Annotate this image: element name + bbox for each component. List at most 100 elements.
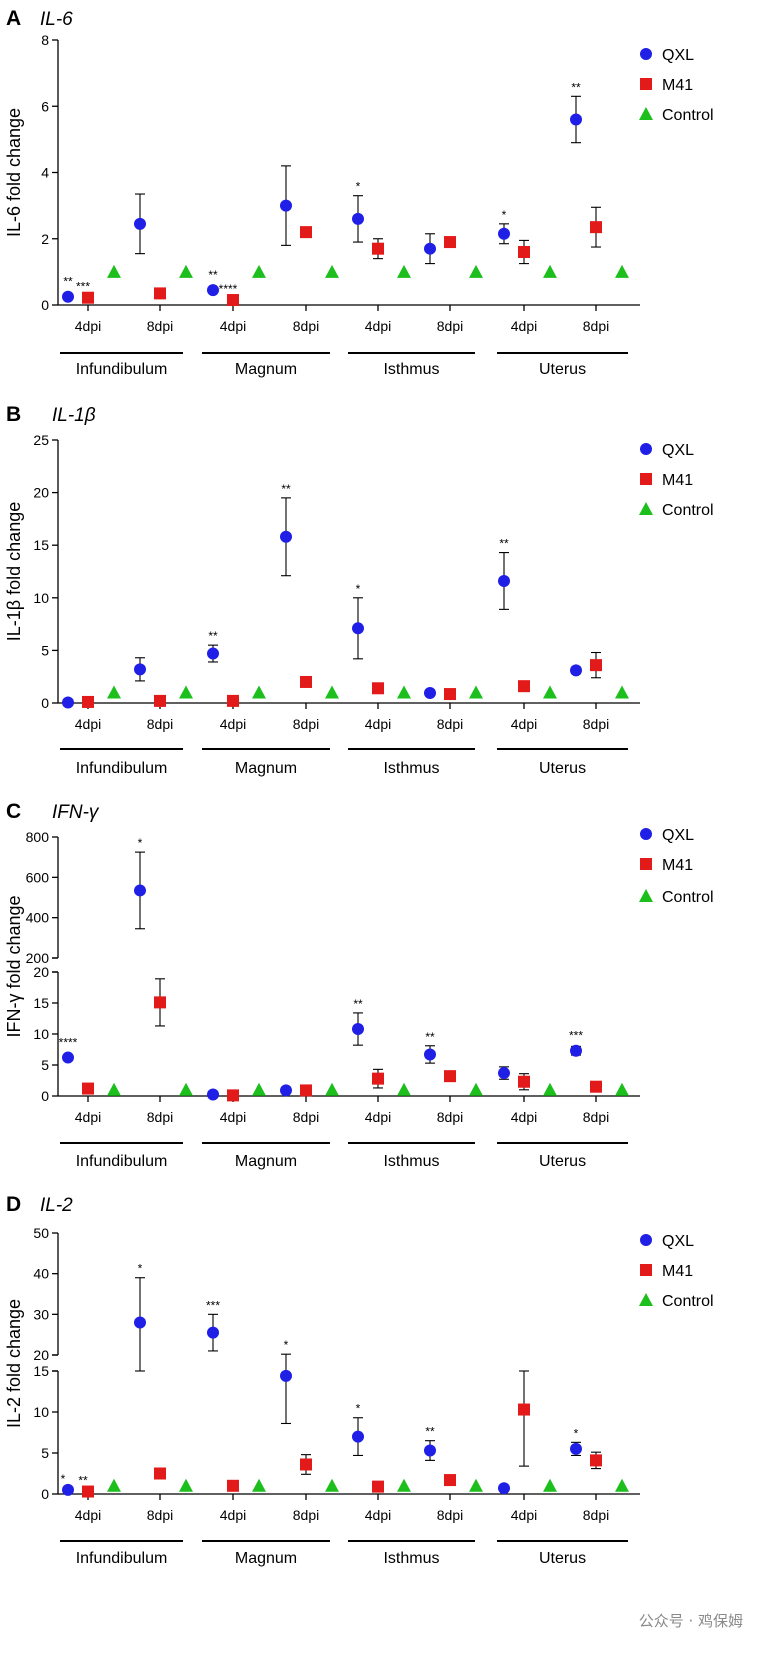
group-label: Isthmus [383, 1550, 439, 1567]
qxl-point [62, 696, 74, 709]
significance-label: *** [76, 280, 90, 294]
watermark-text: 公众号 · 鸡保姆 [638, 1612, 743, 1630]
y-axis-label: IL-6 fold change [4, 108, 24, 237]
x-tick-label: 8dpi [147, 318, 173, 334]
m41-point [300, 1458, 312, 1471]
x-tick-label: 8dpi [437, 1109, 463, 1125]
significance-label: **** [59, 1036, 78, 1050]
x-tick-label: 4dpi [220, 1109, 246, 1125]
control-point [543, 1082, 557, 1096]
m41-point [518, 680, 530, 693]
y-tick-label: 0 [41, 695, 49, 711]
y-tick-label: 20 [33, 485, 49, 501]
x-tick-label: 4dpi [220, 318, 246, 334]
legend-label: Control [662, 502, 714, 519]
x-tick-label: 8dpi [147, 1507, 173, 1523]
control-point [179, 1478, 193, 1492]
control-point [179, 264, 193, 278]
control-point [543, 685, 557, 699]
qxl-point [424, 1048, 436, 1061]
x-tick-label: 8dpi [293, 318, 319, 334]
control-point [397, 1478, 411, 1492]
qxl-point [207, 1326, 219, 1339]
m41-point [300, 1084, 312, 1097]
y-tick-label: 5 [41, 642, 49, 658]
significance-label: ** [63, 275, 73, 289]
group-label: Magnum [235, 361, 297, 378]
qxl-point [280, 1369, 292, 1382]
legend-marker-m41 [640, 1264, 652, 1276]
y-tick-label: 2 [41, 231, 49, 247]
y-tick-label: 30 [33, 1306, 49, 1322]
x-tick-label: 4dpi [511, 1507, 537, 1523]
control-point [543, 1478, 557, 1492]
m41-point [372, 242, 384, 255]
y-tick-label: 0 [41, 1486, 49, 1502]
legend-marker-qxl [640, 1234, 652, 1246]
qxl-point [570, 664, 582, 677]
significance-label: ** [571, 80, 581, 94]
x-tick-label: 8dpi [583, 1109, 609, 1125]
m41-point [590, 1080, 602, 1093]
control-point [325, 1082, 339, 1096]
legend-marker-control [639, 107, 653, 120]
x-tick-label: 8dpi [583, 318, 609, 334]
m41-point [154, 996, 166, 1009]
legend-label: QXL [662, 827, 694, 844]
y-tick-label: 10 [33, 1404, 49, 1420]
control-point [252, 264, 266, 278]
legend-marker-m41 [640, 78, 652, 90]
significance-label: * [61, 1472, 66, 1486]
significance-label: ** [499, 537, 509, 551]
x-tick-label: 4dpi [511, 716, 537, 732]
control-point [469, 685, 483, 699]
x-tick-label: 4dpi [75, 716, 101, 732]
panel-b: B IL-1β IL-1β fold change 0 5 10 15 20 25 4dpi 8dp… [4, 403, 714, 777]
legend-label: QXL [662, 1233, 694, 1250]
group-label: Infundibulum [76, 1550, 168, 1567]
panel-letter: B [6, 403, 21, 426]
qxl-point [352, 1430, 364, 1443]
y-tick-label: 6 [41, 98, 49, 114]
y-tick-label: 10 [33, 1026, 49, 1042]
panel-a: A IL-6 IL-6 fold change 0 2 4 6 8 4dpi 8dpi 4dpi 8d… [4, 7, 714, 378]
control-point [469, 1082, 483, 1096]
m41-point [82, 1485, 94, 1498]
group-label: Uterus [539, 760, 586, 777]
qxl-point [280, 1084, 292, 1097]
qxl-point [570, 1442, 582, 1455]
legend-label: M41 [662, 857, 693, 874]
significance-label: ** [78, 1474, 88, 1488]
panel-title: IFN-γ [52, 802, 100, 823]
qxl-point [498, 574, 510, 587]
x-tick-label: 8dpi [437, 716, 463, 732]
panel-title: IL-2 [40, 1195, 73, 1216]
m41-point [518, 246, 530, 258]
significance-label: * [502, 208, 507, 222]
control-point [615, 685, 629, 699]
x-tick-label: 4dpi [75, 318, 101, 334]
m41-point [518, 1075, 530, 1088]
significance-label: * [284, 1338, 289, 1352]
y-tick-label: 25 [33, 432, 49, 448]
qxl-point [62, 290, 74, 303]
m41-point [590, 659, 602, 672]
control-point [615, 1082, 629, 1096]
y-tick-label: 15 [33, 1363, 49, 1379]
significance-label: * [138, 836, 143, 850]
panel-title: IL-1β [52, 405, 96, 426]
y-tick-label: 20 [33, 964, 49, 980]
significance-label: * [356, 582, 361, 596]
legend-label: M41 [662, 472, 693, 489]
y-tick-label: 5 [41, 1057, 49, 1073]
qxl-point [424, 687, 436, 700]
legend-label: M41 [662, 1263, 693, 1280]
qxl-point [352, 622, 364, 635]
control-point [325, 264, 339, 278]
qxl-point [207, 647, 219, 660]
m41-point [154, 694, 166, 707]
y-tick-label: 40 [33, 1266, 49, 1282]
y-axis-label: IL-1β fold change [4, 502, 24, 641]
legend-marker-control [639, 889, 653, 902]
